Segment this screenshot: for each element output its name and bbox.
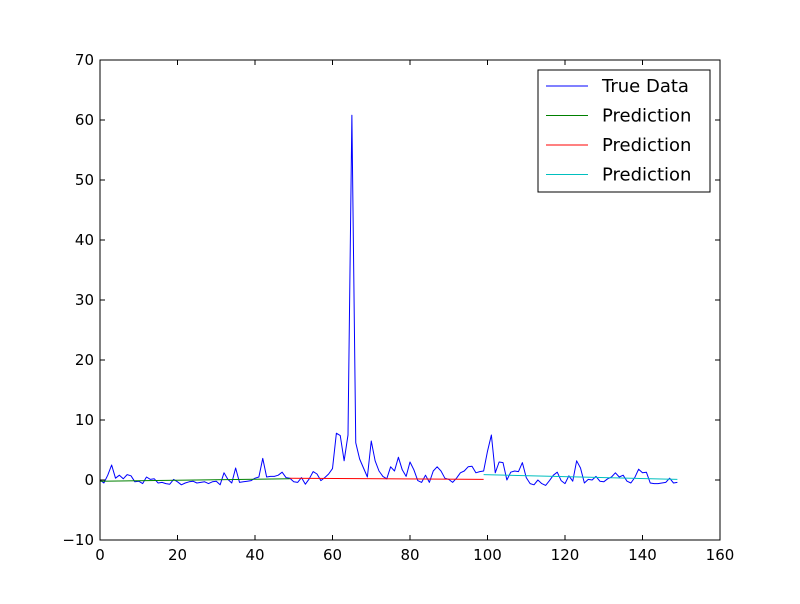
- y-tick-label: 30: [75, 291, 94, 309]
- y-tick-label: 60: [75, 111, 94, 129]
- series-line-3: [483, 474, 678, 480]
- series-layer: [99, 114, 678, 486]
- x-axis: 0 20 40 60 80 100 120 140 160: [95, 60, 734, 564]
- y-tick-label: 20: [75, 351, 94, 369]
- x-tick-label: 20: [168, 546, 187, 564]
- x-tick-label: 100: [473, 546, 502, 564]
- series-line-2: [289, 477, 484, 480]
- legend-label-2: Prediction: [602, 135, 691, 156]
- x-tick-label: 60: [323, 546, 342, 564]
- y-tick-label: 0: [84, 471, 94, 489]
- x-tick-label: 140: [628, 546, 657, 564]
- legend-box: [537, 69, 711, 193]
- x-tick-label: 0: [95, 546, 105, 564]
- y-tick-label: 10: [75, 411, 94, 429]
- y-axis: −10 0 10 20 30 40 50 60 70: [62, 51, 720, 549]
- y-tick-label: 50: [75, 171, 94, 189]
- x-tick-label: 40: [245, 546, 264, 564]
- x-tick-label: 80: [400, 546, 419, 564]
- y-tick-label: 40: [75, 231, 94, 249]
- legend-label-1: Prediction: [602, 106, 691, 127]
- series-line-1: [99, 478, 290, 482]
- series-line-0: [99, 114, 678, 486]
- y-tick-label: 70: [75, 51, 94, 69]
- legend-label-3: Prediction: [602, 165, 691, 186]
- y-tick-label: −10: [62, 531, 94, 549]
- x-tick-label: 160: [706, 546, 735, 564]
- legend-label-0: True Data: [601, 76, 689, 97]
- x-tick-label: 120: [551, 546, 580, 564]
- legend: True Data Prediction Prediction Prediction: [537, 69, 711, 193]
